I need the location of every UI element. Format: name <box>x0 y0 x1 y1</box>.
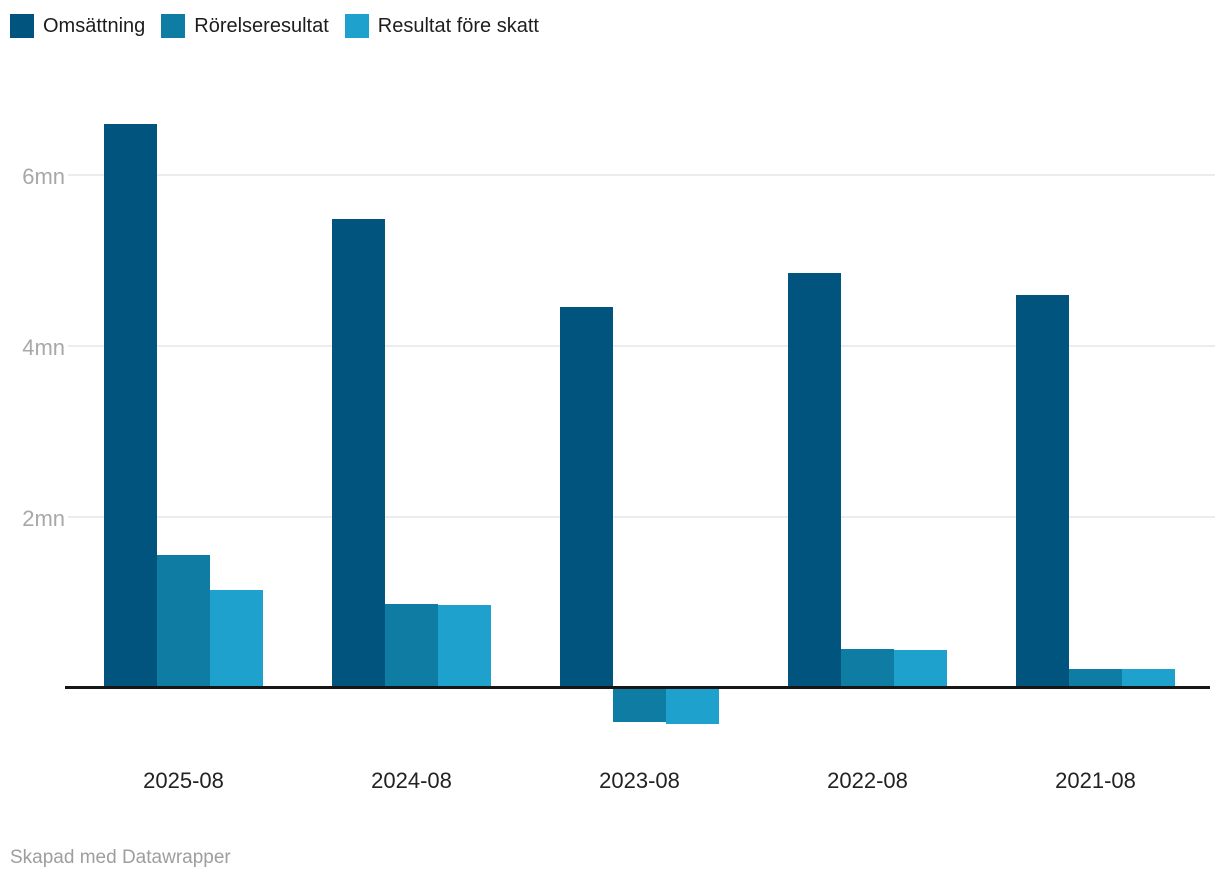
bar <box>1016 294 1069 688</box>
bar <box>210 589 263 688</box>
legend: Omsättning Rörelseresultat Resultat före s… <box>10 14 539 38</box>
bar <box>438 605 491 688</box>
bar <box>104 123 157 688</box>
y-axis-tick-label: 4mn <box>22 335 65 360</box>
legend-label: Omsättning <box>43 15 146 37</box>
gridline <box>68 345 1215 347</box>
x-axis-tick-label: 2024-08 <box>371 768 452 793</box>
legend-swatch-icon <box>10 14 34 38</box>
gridline <box>68 516 1215 518</box>
legend-swatch-icon <box>344 14 369 38</box>
gridline <box>68 174 1215 176</box>
y-axis-tick-label: 2mn <box>22 506 65 531</box>
bar <box>1122 669 1175 688</box>
bar <box>894 649 947 688</box>
legend-swatch-icon <box>161 14 186 38</box>
legend-label: Rörelseresultat <box>194 15 329 37</box>
bar <box>841 648 894 688</box>
bar <box>332 218 385 688</box>
bar <box>1069 669 1122 688</box>
legend-label: Resultat före skatt <box>377 15 539 37</box>
bar <box>613 688 666 723</box>
legend-item: Omsättning <box>10 14 145 38</box>
bar <box>560 306 613 688</box>
x-axis-tick-label: 2025-08 <box>143 768 224 793</box>
bar <box>666 688 719 724</box>
bar <box>788 273 841 688</box>
x-axis-tick-label: 2021-08 <box>1055 768 1136 793</box>
bar <box>157 555 210 688</box>
x-axis-baseline <box>65 686 1210 689</box>
x-axis-tick-label: 2023-08 <box>599 768 680 793</box>
datawrapper-credit-link[interactable]: Skapad med Datawrapper <box>10 847 231 868</box>
bar <box>385 604 438 688</box>
y-axis-tick-label: 6mn <box>22 164 65 189</box>
legend-item: Resultat före skatt <box>344 14 539 38</box>
legend-item: Rörelseresultat <box>161 14 329 38</box>
x-axis-tick-label: 2022-08 <box>827 768 908 793</box>
